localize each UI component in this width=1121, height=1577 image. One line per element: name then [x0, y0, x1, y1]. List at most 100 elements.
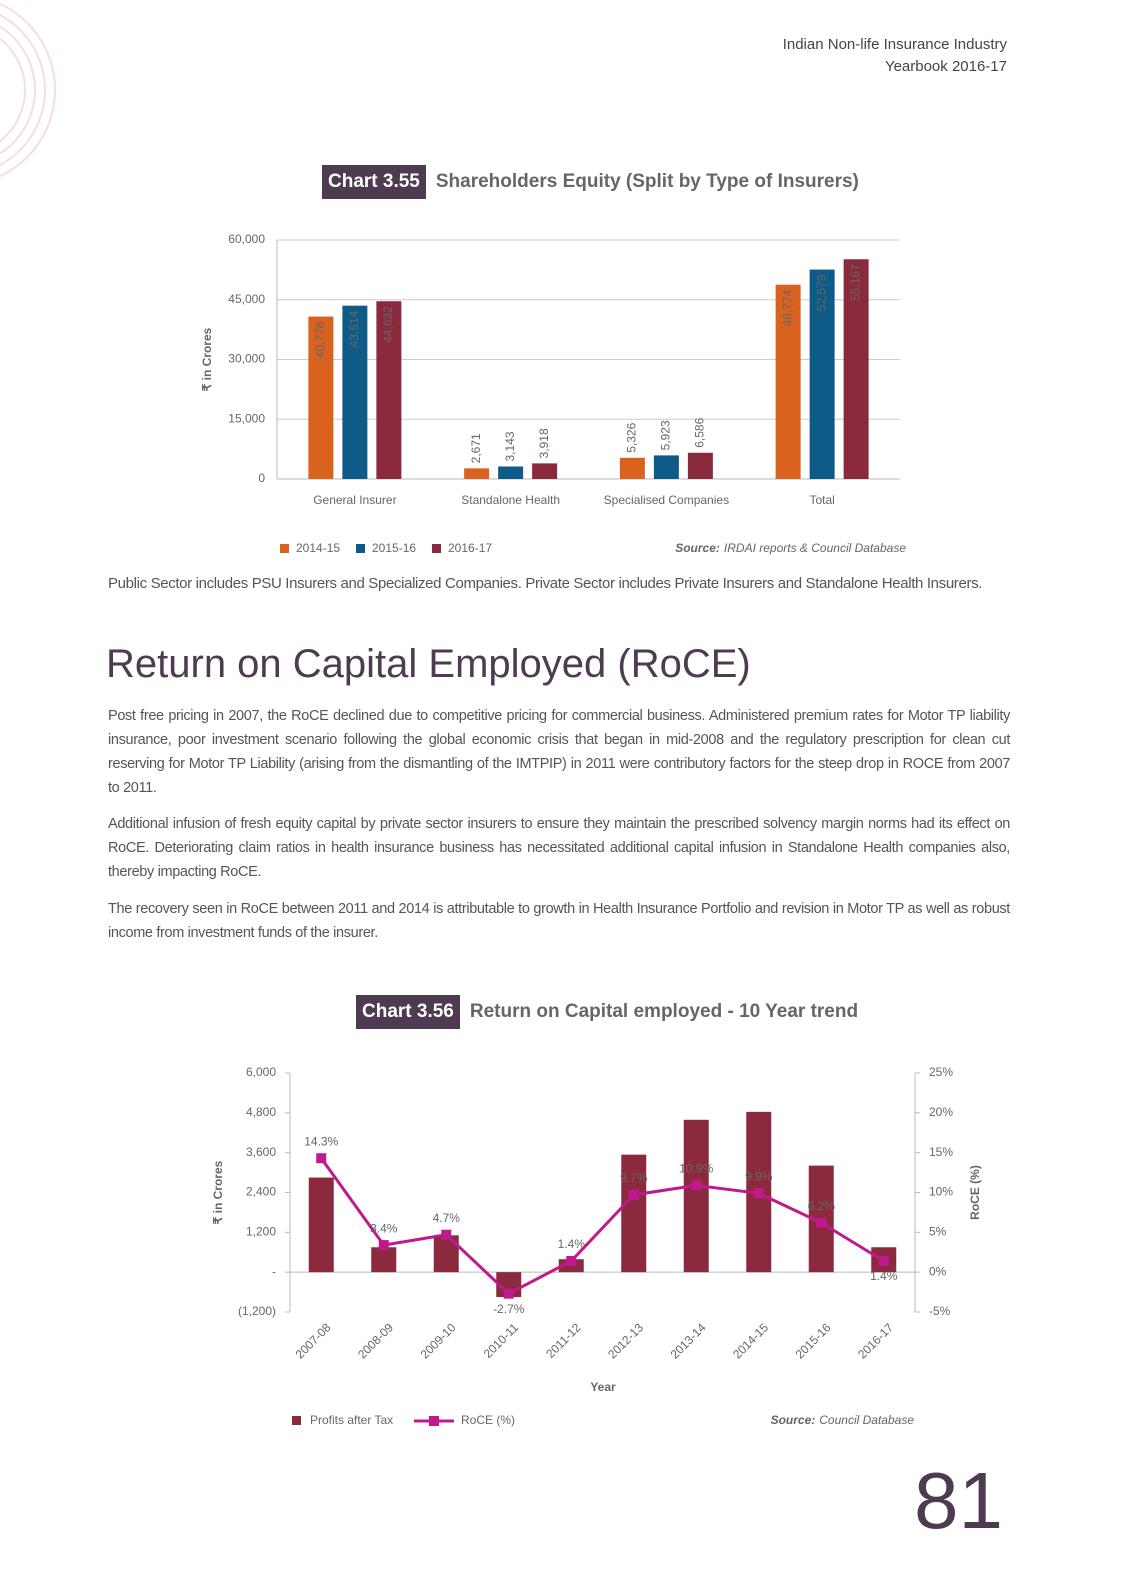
chart-label: Chart 3.55 [322, 165, 426, 199]
x-tick-label: 2016-17 [855, 1320, 896, 1361]
chart-title: Chart 3.55 Shareholders Equity (Split by … [322, 165, 859, 199]
y-tick-label: 1,200 [246, 1225, 276, 1239]
legend-label: Profits after Tax [310, 1413, 393, 1427]
bar [653, 455, 679, 479]
y2-tick-label: 0% [929, 1264, 947, 1278]
value-label: 6.2% [808, 1199, 836, 1213]
x-tick-label: Standalone Health [461, 493, 560, 507]
value-label: 40,778 [313, 321, 327, 358]
y2-tick-label: 5% [929, 1225, 947, 1239]
value-label: 3,143 [503, 431, 517, 461]
x-tick-label: Specialised Companies [604, 493, 729, 507]
source-label: Source: [771, 1413, 816, 1427]
legend-label: 2016-17 [448, 541, 492, 555]
y2-tick-label: 25% [929, 1065, 953, 1079]
paragraph: Post free pricing in 2007, the RoCE decl… [108, 708, 1010, 796]
bar [342, 305, 368, 479]
marker [566, 1256, 577, 1267]
y2-tick-label: 20% [929, 1105, 953, 1119]
y-tick-label: - [272, 1264, 276, 1278]
x-tick-label: 2012-13 [605, 1320, 646, 1361]
bar [687, 452, 713, 479]
chart-title: Chart 3.56 Return on Capital employed - 1… [356, 995, 858, 1029]
bar [433, 1235, 459, 1273]
y2-tick-label: 15% [929, 1145, 953, 1159]
y-tick-label: 2,400 [246, 1185, 276, 1199]
legend-marker [429, 1416, 439, 1426]
bar [621, 1154, 647, 1273]
value-label: 3.4% [370, 1221, 398, 1235]
x-tick-label: Total [809, 493, 834, 507]
marker [316, 1153, 327, 1164]
legend-swatch [292, 1416, 301, 1425]
x-axis-label: Year [590, 1380, 616, 1394]
bar [371, 1247, 397, 1273]
bar [376, 301, 402, 479]
x-tick-label: 2011-12 [543, 1320, 584, 1361]
y-tick-label: 45,000 [228, 292, 265, 306]
y-tick-label: 60,000 [228, 232, 265, 246]
title: Shareholders Equity (Split by Type of In… [435, 171, 859, 192]
marker [753, 1188, 764, 1199]
bar [498, 466, 524, 479]
y2-axis-label: RoCE (%) [968, 1165, 982, 1220]
y-tick-label: 3,600 [246, 1145, 276, 1159]
value-label: 6,586 [693, 417, 707, 447]
note: Public Sector includes PSU Insurers and … [108, 575, 983, 592]
source: Source: Council Database [771, 1413, 915, 1427]
value-label: 1.4% [558, 1237, 586, 1251]
section-heading: Return on Capital Employed (RoCE) [106, 642, 751, 686]
y2-tick-label: -5% [929, 1304, 951, 1318]
marker [503, 1288, 514, 1299]
value-label: 1.4% [870, 1269, 898, 1283]
value-label: 48,774 [780, 289, 794, 326]
y-tick-label: (1,200) [238, 1304, 276, 1318]
header-line: Yearbook 2016-17 [884, 58, 1007, 75]
value-label: 10.9% [679, 1162, 713, 1176]
bar [464, 468, 490, 479]
header-line: Indian Non-life Insurance Industry [782, 36, 1007, 53]
chart-label: Chart 3.56 [356, 995, 460, 1029]
legend-swatch [432, 544, 441, 553]
marker [441, 1229, 452, 1240]
value-label: 9.7% [620, 1171, 648, 1185]
bar [532, 463, 558, 479]
y-tick-label: 0 [258, 471, 265, 485]
x-tick-label: 2013-14 [668, 1320, 709, 1361]
bar [308, 1177, 334, 1273]
x-tick-label: 2014-15 [730, 1320, 771, 1361]
legend-label: 2015-16 [372, 541, 416, 555]
title: Return on Capital employed - 10 Year tre… [469, 1001, 859, 1022]
value-label: 5,326 [625, 422, 639, 452]
value-label: 4.7% [433, 1211, 461, 1225]
x-tick-label: 2009-10 [418, 1320, 459, 1361]
value-label: 5,923 [659, 420, 673, 450]
y2-tick-label: 10% [929, 1185, 953, 1199]
value-label: 55,167 [848, 264, 862, 301]
y-tick-label: 15,000 [228, 411, 265, 425]
value-label: 14.3% [304, 1134, 338, 1148]
bar [843, 259, 869, 479]
line [320, 1157, 885, 1296]
y-tick-label: 4,800 [246, 1105, 276, 1119]
x-tick-label: 2010-11 [481, 1320, 522, 1361]
x-tick-label: 2015-16 [793, 1320, 834, 1361]
legend-label: RoCE (%) [461, 1413, 515, 1427]
bar [809, 269, 835, 479]
value-label: 44,632 [381, 306, 395, 343]
source-label: Source: [675, 541, 720, 555]
x-tick-label: General Insurer [313, 493, 396, 507]
x-tick-label: 2008-09 [355, 1320, 396, 1361]
bar [775, 284, 801, 479]
value-label: 2,671 [469, 433, 483, 463]
bar [308, 316, 334, 479]
source-text: Council Database [819, 1413, 914, 1427]
y-axis-label: ₹ in Crores [200, 327, 214, 391]
page-number: 81 [914, 1456, 1003, 1545]
legend-label: 2014-15 [296, 541, 340, 555]
y-axis-label: ₹ in Crores [211, 1160, 225, 1224]
bar [683, 1119, 709, 1273]
paragraph: The recovery seen in RoCE between 2011 a… [108, 901, 1010, 941]
source: Source: IRDAI reports & Council Database [675, 541, 906, 555]
